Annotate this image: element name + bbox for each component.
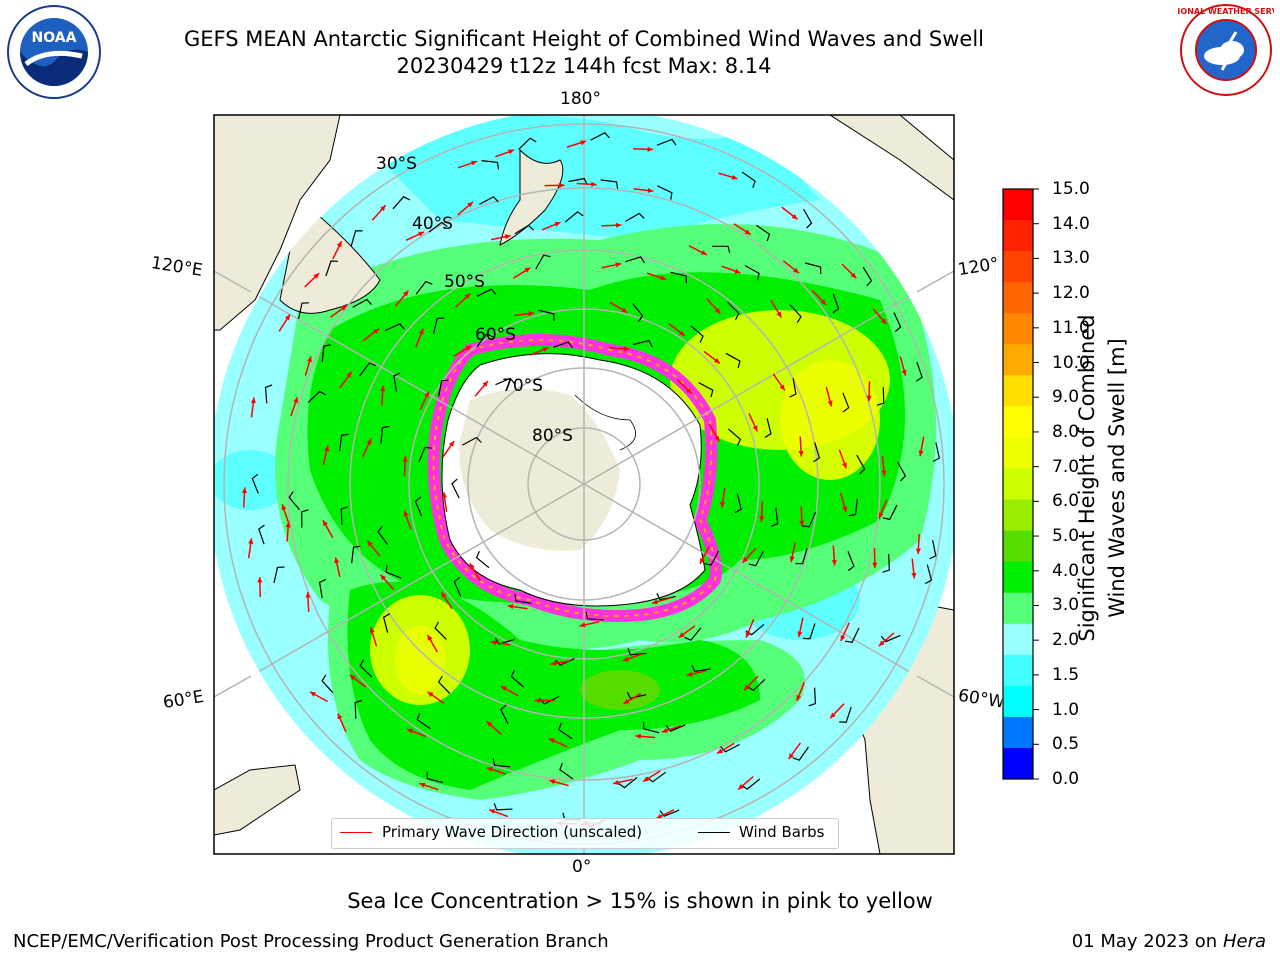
nws-logo: NATIONAL WEATHER SERVICE (1178, 4, 1274, 96)
colorbar-tick-label: 12.0 (1052, 283, 1090, 304)
map-frame (213, 114, 955, 855)
colorbar-tick-label: 13.0 (1052, 248, 1090, 269)
colorbar-segment (1003, 344, 1033, 376)
colorbar-segment (1003, 685, 1033, 718)
date-text: 01 May 2023 on Hera (1071, 931, 1266, 952)
colorbar-segment (1003, 189, 1033, 221)
colorbar-tick-label: 14.0 (1052, 213, 1090, 234)
svg-text:NATIONAL WEATHER SERVICE: NATIONAL WEATHER SERVICE (1178, 7, 1274, 16)
legend-barb-line (698, 832, 730, 833)
legend: Primary Wave Direction (unscaled) Wind B… (331, 818, 839, 849)
colorbar-segment (1003, 406, 1033, 438)
colorbar-segment (1003, 561, 1033, 594)
colorbar-segment (1003, 282, 1033, 314)
colorbar-tick-label: 15.0 (1052, 179, 1090, 199)
colorbar-label: Significant Height of Combined Wind Wave… (1075, 314, 1129, 642)
lat-label-40s: 40°S (412, 214, 453, 234)
colorbar-tick-label: 9.0 (1052, 387, 1080, 408)
colorbar-tick-label: 4.0 (1052, 560, 1080, 581)
svg-text:NOAA: NOAA (32, 30, 77, 46)
colorbar (1003, 188, 1039, 780)
legend-barb-label: Wind Barbs (739, 823, 825, 841)
plot-subtitle: 20230429 t12z 144h fcst Max: 8.14 (396, 54, 772, 78)
colorbar-tick-label: 3.0 (1052, 595, 1080, 616)
colorbar-segment (1003, 220, 1033, 252)
sea-ice-edge (427, 334, 722, 622)
lon-label-0: 0° (572, 857, 592, 877)
colorbar-segment (1003, 716, 1033, 749)
colorbar-tick-label: 1.5 (1052, 664, 1080, 685)
plot-title: GEFS MEAN Antarctic Significant Height o… (183, 27, 985, 51)
lat-label-80s: 80°S (532, 426, 573, 446)
colorbar-tick-label: 7.0 (1052, 456, 1080, 477)
colorbar-segment (1003, 747, 1033, 780)
colorbar-segment (1003, 623, 1033, 656)
colorbar-segment (1003, 251, 1033, 283)
colorbar-segment (1003, 530, 1033, 563)
lon-label-180: 180° (560, 89, 601, 109)
colorbar-tick-label: 0.0 (1052, 769, 1080, 789)
wind-barbs (251, 132, 940, 828)
colorbar-segment (1003, 592, 1033, 625)
colorbar-segment (1003, 437, 1033, 469)
colorbar-segment (1003, 468, 1033, 501)
colorbar-segment (1003, 375, 1033, 407)
lat-label-60s: 60°S (475, 325, 516, 345)
legend-wave-line (340, 832, 372, 833)
colorbar-segment (1003, 499, 1033, 532)
credit-text: NCEP/EMC/Verification Post Processing Pr… (13, 931, 609, 952)
colorbar-tick-label: 11.0 (1052, 317, 1090, 338)
colorbar-tick-label: 10.0 (1052, 352, 1090, 373)
colorbar-tick-label: 5.0 (1052, 526, 1080, 547)
colorbar-segment (1003, 313, 1033, 345)
noaa-logo: NOAA (7, 5, 101, 99)
colorbar-tick-label: 2.0 (1052, 630, 1080, 651)
sea-ice-note: Sea Ice Concentration > 15% is shown in … (347, 889, 933, 913)
colorbar-tick-label: 1.0 (1052, 699, 1080, 720)
colorbar-tick-label: 0.5 (1052, 734, 1080, 755)
colorbar-tick-label: 6.0 (1052, 491, 1080, 512)
wave-direction-arrows (241, 140, 925, 827)
machine-name: Hera (1222, 931, 1266, 952)
lat-label-50s: 50°S (444, 272, 485, 292)
colorbar-segment (1003, 654, 1033, 687)
lat-label-30s: 30°S (376, 154, 417, 174)
legend-wave-label: Primary Wave Direction (unscaled) (382, 823, 643, 841)
lat-label-70s: 70°S (502, 376, 543, 396)
colorbar-tick-label: 8.0 (1052, 421, 1080, 442)
